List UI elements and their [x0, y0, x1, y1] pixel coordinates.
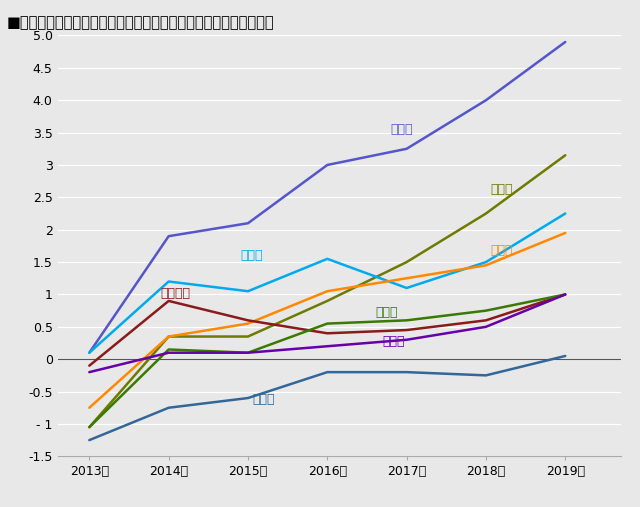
- Text: 神奈川県: 神奈川県: [161, 286, 191, 300]
- Text: 大阪府: 大阪府: [490, 244, 513, 257]
- Text: 愛知県: 愛知県: [240, 249, 262, 262]
- Text: 埼玉県: 埼玉県: [383, 335, 405, 348]
- Text: 京都府: 京都府: [490, 183, 513, 196]
- Text: ■主要都府県の標準宅地の対前年変動率の平均値推移（単位：％）: ■主要都府県の標準宅地の対前年変動率の平均値推移（単位：％）: [6, 15, 274, 30]
- Text: 千葉県: 千葉県: [375, 306, 397, 319]
- Text: 東京都: 東京都: [391, 123, 413, 136]
- Text: 兵庫県: 兵庫県: [252, 393, 275, 406]
